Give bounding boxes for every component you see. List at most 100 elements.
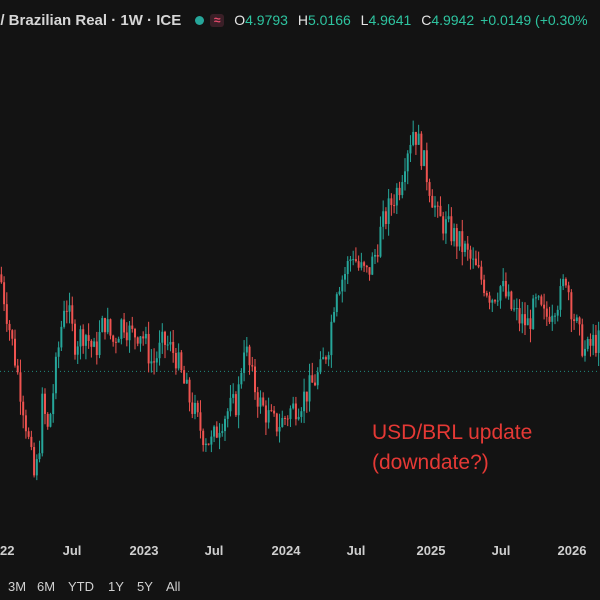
candle-body <box>65 310 68 312</box>
candle-body <box>259 397 262 407</box>
candle-body <box>57 347 60 357</box>
candle-body <box>518 308 521 324</box>
candle-body <box>142 336 145 339</box>
candle-body <box>534 297 537 299</box>
candle-body <box>161 331 164 343</box>
candle-body <box>513 308 516 310</box>
candle-body <box>16 365 19 373</box>
candle-body <box>292 403 295 409</box>
candle-body <box>379 226 382 257</box>
candle-body <box>349 259 352 262</box>
candle-body <box>524 314 526 326</box>
candle-body <box>589 338 592 346</box>
candle-body <box>210 436 213 445</box>
candle-body <box>117 338 120 343</box>
candle-body <box>41 393 44 454</box>
candle-body <box>393 205 396 207</box>
candle-body <box>98 332 101 356</box>
candle-body <box>319 359 322 373</box>
candle-body <box>545 308 548 317</box>
candle-body <box>44 393 46 414</box>
candle-body <box>529 318 532 330</box>
candle-body <box>423 150 426 166</box>
candle-body <box>436 205 439 207</box>
candle-body <box>199 412 202 431</box>
range-button-all[interactable]: All <box>166 579 181 594</box>
close-value: 4.9942 <box>431 12 475 28</box>
candle-body <box>425 150 428 183</box>
candle-body <box>374 254 376 257</box>
change-value: +0.0149 (+0.30% <box>480 12 588 28</box>
range-button-3m[interactable]: 3M <box>8 579 27 594</box>
candle-body <box>76 346 79 355</box>
candle-body <box>35 459 38 476</box>
range-button-1y[interactable]: 1Y <box>108 579 124 594</box>
candle-body <box>136 337 139 344</box>
low-value: 4.9641 <box>368 12 412 28</box>
candle-body <box>586 338 589 349</box>
candle-body <box>554 315 556 317</box>
candle-body <box>431 195 434 208</box>
candle-body <box>502 281 505 287</box>
candle-body <box>8 323 11 331</box>
candle-body <box>0 274 3 283</box>
candle-body <box>202 430 205 446</box>
candle-body <box>153 361 156 363</box>
candle-body <box>54 356 57 394</box>
candle-body <box>562 278 565 287</box>
range-button-5y[interactable]: 5Y <box>137 579 153 594</box>
ohlc-readout: O4.9793 H5.0166 L4.9641 C4.9942 <box>234 12 474 28</box>
candle-body <box>327 355 330 360</box>
range-button-ytd[interactable]: YTD <box>68 579 94 594</box>
candle-body <box>322 357 325 360</box>
candle-body <box>480 266 483 280</box>
candle-body <box>570 292 573 320</box>
open-label: O <box>234 12 246 28</box>
candle-body <box>226 411 229 419</box>
candle-body <box>584 348 586 356</box>
candle-body <box>346 261 349 275</box>
candle-body <box>114 341 117 343</box>
candle-body <box>354 259 357 262</box>
range-button-6m[interactable]: 6M <box>37 579 56 594</box>
candle-body <box>289 408 292 420</box>
candle-body <box>352 259 355 261</box>
candle-body <box>597 330 600 353</box>
candle-body <box>357 261 360 268</box>
candle-body <box>131 325 134 329</box>
candle-body <box>172 341 175 353</box>
range-selector: 3M 6M YTD 1Y 5Y All <box>0 576 600 600</box>
candle-body <box>371 256 374 275</box>
candle-body <box>245 346 248 353</box>
candle-body <box>447 216 450 220</box>
candle-body <box>537 296 540 298</box>
x-tick-label: 2026 <box>557 543 587 558</box>
candle-body <box>412 131 415 145</box>
candle-body <box>68 305 71 312</box>
candle-body <box>311 375 314 383</box>
price-chart[interactable] <box>0 40 600 540</box>
candle-body <box>79 329 82 347</box>
symbol-title[interactable]: ar / Brazilian Real · 1W · ICE <box>0 11 182 29</box>
candle-body <box>213 426 216 437</box>
high-label: H <box>297 12 308 28</box>
candle-body <box>243 352 246 373</box>
close-label: C <box>421 12 432 28</box>
candle-body <box>191 402 194 414</box>
candle-body <box>123 319 126 333</box>
candle-body <box>581 324 584 356</box>
candle-body <box>344 274 346 280</box>
candle-body <box>477 265 480 267</box>
approx-equals-icon[interactable]: ≈ <box>210 13 225 27</box>
candle-body <box>382 211 385 227</box>
candle-body <box>305 391 308 402</box>
candle-body <box>240 372 243 385</box>
candle-body <box>548 316 551 322</box>
candle-body <box>404 171 406 183</box>
candle-body <box>365 265 368 268</box>
candle-body <box>472 258 475 260</box>
candle-body <box>101 318 104 333</box>
candle-body <box>387 198 390 224</box>
candle-body <box>275 413 278 432</box>
candle-body <box>207 443 210 445</box>
